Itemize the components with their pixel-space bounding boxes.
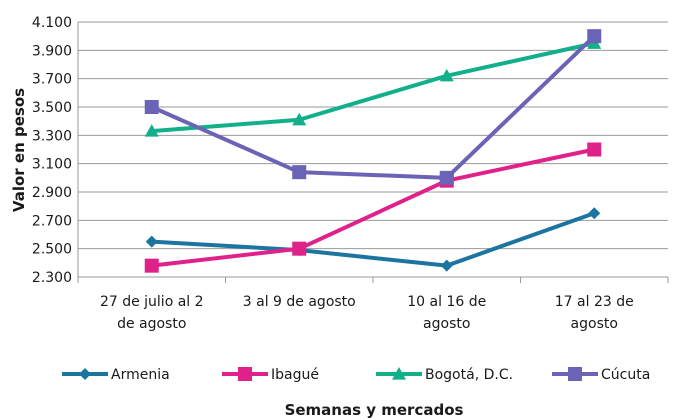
series-group	[144, 29, 602, 273]
series-c-cuta	[144, 29, 602, 185]
series-line	[151, 211, 595, 268]
series-line	[151, 41, 595, 134]
y-tick-label: 3.300	[32, 128, 72, 144]
data-point-diamond	[588, 207, 601, 220]
y-axis-label: Valor en pesos	[10, 88, 28, 212]
y-tick-label: 2.500	[32, 242, 72, 258]
legend: Armenia Ibagué Bogotá, D.C. Cúcuta	[62, 367, 650, 383]
x-axis-label: Semanas y mercados	[285, 401, 464, 419]
legend-item: Cúcuta	[552, 367, 650, 383]
series-line	[150, 34, 596, 180]
data-point-triangle	[439, 68, 454, 82]
series-armenia	[145, 207, 601, 272]
data-point-square	[587, 142, 602, 157]
data-point-diamond	[440, 259, 453, 272]
gridlines	[77, 21, 668, 278]
y-tick-label: 3.500	[32, 100, 72, 116]
legend-label: Armenia	[111, 367, 170, 383]
data-point-diamond	[145, 235, 158, 248]
x-tick-label: 3 al 9 de agosto	[243, 294, 356, 310]
y-tick-label: 4.100	[32, 15, 72, 31]
y-axis-ticks: 2.300 2.500 2.700 2.900 3.100 3.300 3.500 3.700…	[32, 15, 72, 286]
y-tick-label: 2.900	[32, 185, 72, 201]
data-point-triangle	[292, 112, 307, 126]
data-point-square	[238, 367, 252, 381]
legend-item: Ibagué	[222, 367, 319, 383]
x-tick-label: 10 al 16 de agosto	[407, 294, 486, 332]
x-tick-label: 17 al 23 de agosto	[555, 294, 634, 332]
data-point-square	[568, 367, 582, 381]
x-axis-ticks: 27 de julio al 2 de agosto 3 al 9 de agost…	[77, 277, 669, 332]
legend-label: Cúcuta	[601, 367, 650, 383]
legend-label: Bogotá, D.C.	[425, 367, 513, 383]
data-point-diamond	[79, 368, 91, 380]
legend-item: Armenia	[62, 367, 170, 383]
y-tick-label: 2.300	[32, 270, 72, 286]
x-tick-label: 27 de julio al 2 de agosto	[100, 294, 204, 332]
series-bogot-d-c-	[144, 36, 602, 137]
data-point-square	[439, 170, 454, 185]
legend-item: Bogotá, D.C.	[376, 367, 513, 383]
data-point-triangle	[144, 124, 159, 137]
series-ibagu-	[144, 142, 602, 273]
y-tick-label: 3.700	[32, 72, 72, 88]
data-point-square	[292, 241, 307, 256]
data-point-square	[292, 165, 307, 180]
series-line	[151, 147, 595, 268]
data-point-square	[144, 258, 159, 273]
y-tick-label: 2.700	[32, 213, 72, 229]
y-tick-label: 3.100	[32, 157, 72, 173]
data-point-triangle	[392, 367, 406, 380]
data-point-square	[144, 100, 159, 114]
legend-label: Ibagué	[271, 367, 319, 383]
data-point-square	[587, 29, 602, 44]
y-tick-label: 3.900	[32, 43, 72, 59]
